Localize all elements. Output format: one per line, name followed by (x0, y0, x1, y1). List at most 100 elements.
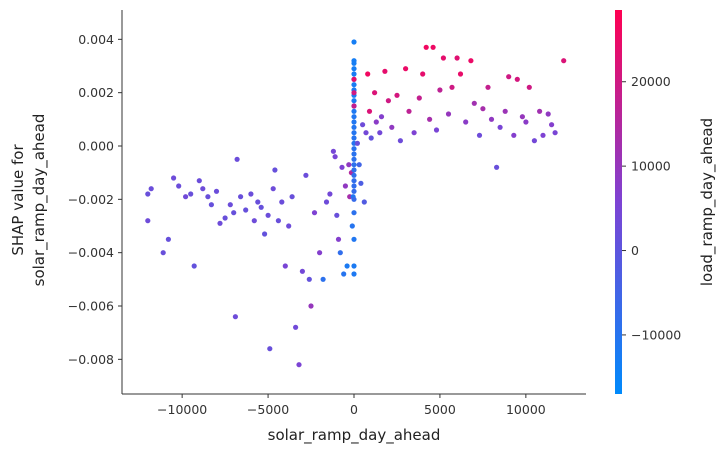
scatter-point (267, 346, 273, 352)
scatter-point (351, 196, 357, 202)
scatter-point (454, 55, 460, 61)
scatter-point (275, 218, 281, 224)
scatter-point (351, 130, 357, 136)
scatter-point (351, 119, 357, 125)
scatter-point (358, 180, 364, 186)
scatter-point (397, 138, 403, 144)
scatter-point (406, 108, 412, 114)
scatter-point (351, 183, 357, 189)
scatter-point (222, 215, 228, 221)
scatter-point (344, 263, 350, 269)
scatter-point (463, 119, 469, 125)
scatter-point (265, 212, 271, 218)
scatter-point (341, 271, 347, 277)
scatter-point (394, 92, 400, 98)
y-tick-label: −0.006 (68, 299, 114, 314)
scatter-point (502, 108, 508, 114)
y-ticks: 0.004 0.002 0.000 −0.002 −0.004 −0.006 −0.008 (68, 32, 122, 367)
scatter-point (416, 95, 422, 101)
scatter-point (351, 103, 357, 109)
scatter-point (351, 263, 357, 269)
x-tick-label: 0 (350, 402, 358, 417)
scatter-point (351, 236, 357, 242)
scatter-point (145, 218, 151, 224)
scatter-point (445, 111, 452, 117)
x-tick-label: 5000 (424, 402, 456, 417)
scatter-point (148, 186, 154, 192)
scatter-point (511, 132, 517, 138)
scatter-point (188, 191, 194, 197)
scatter-point (145, 191, 151, 197)
scatter-point (468, 58, 474, 64)
colorbar-title: load_ramp_day_ahead (698, 118, 717, 286)
scatter-point (346, 162, 352, 168)
scatter-point (205, 194, 211, 200)
scatter-point (335, 236, 342, 242)
y-tick-label: −0.004 (68, 245, 114, 260)
scatter-point (351, 98, 357, 104)
scatter-point (351, 60, 357, 66)
scatter-point (366, 108, 373, 114)
scatter-point (420, 71, 426, 77)
scatter-point (372, 90, 378, 96)
scatter-point (373, 119, 379, 125)
scatter-point (351, 210, 357, 216)
scatter-point (196, 178, 202, 184)
scatter-point (334, 212, 340, 218)
scatter-point (361, 199, 367, 205)
scatter-point (299, 268, 305, 274)
scatter-point (208, 202, 214, 208)
scatter-point (351, 167, 357, 173)
scatter-point (552, 130, 558, 136)
scatter-point (351, 82, 357, 88)
colorbar-tick-label: −10000 (631, 327, 681, 342)
scatter-point (303, 172, 309, 178)
scatter-point (200, 186, 206, 192)
scatter-point (360, 122, 366, 128)
scatter-point (160, 250, 166, 256)
colorbar-tick-label: 20000 (631, 74, 671, 89)
scatter-point (427, 116, 433, 122)
scatter-point (320, 276, 326, 282)
y-tick-label: 0.004 (78, 32, 114, 47)
colorbar-ticks: 20000 10000 0 −10000 (622, 74, 681, 342)
scatter-point (545, 111, 551, 117)
scatter-point (430, 44, 436, 50)
scatter-point (330, 148, 336, 154)
scatter-point (485, 84, 491, 90)
scatter-point (514, 76, 520, 82)
scatter-point (282, 263, 288, 269)
scatter-point (323, 199, 330, 205)
scatter-point (351, 71, 357, 77)
scatter-point (262, 231, 268, 237)
scatter-point (255, 199, 261, 205)
scatter-point (272, 167, 278, 173)
scatter-point (561, 58, 567, 64)
scatter-point (171, 175, 177, 181)
scatter-point (351, 114, 357, 120)
scatter-point (270, 186, 276, 192)
scatter-point (351, 124, 357, 130)
scatter-point (351, 39, 357, 45)
scatter-point (289, 194, 295, 200)
scatter-point (317, 250, 323, 256)
scatter-point (232, 314, 238, 320)
scatter-point (354, 140, 360, 146)
scatter-point (351, 135, 357, 141)
scatter-point (311, 210, 318, 216)
scatter-point (378, 114, 385, 120)
scatter-point (351, 146, 357, 152)
scatter-point (183, 194, 189, 200)
scatter-point (332, 154, 338, 160)
scatter-point (351, 108, 357, 114)
y-axis-title: SHAP value for solar_ramp_day_ahead (9, 114, 49, 287)
scatter-point (519, 114, 526, 120)
y-tick-label: −0.002 (68, 192, 114, 207)
x-axis-title: solar_ramp_day_ahead (268, 426, 441, 445)
scatter-point (337, 250, 343, 256)
x-tick-label: −10000 (157, 402, 207, 417)
scatter-point (238, 194, 244, 200)
scatter-point (258, 204, 264, 210)
colorbar-tick-label: 0 (631, 243, 639, 258)
